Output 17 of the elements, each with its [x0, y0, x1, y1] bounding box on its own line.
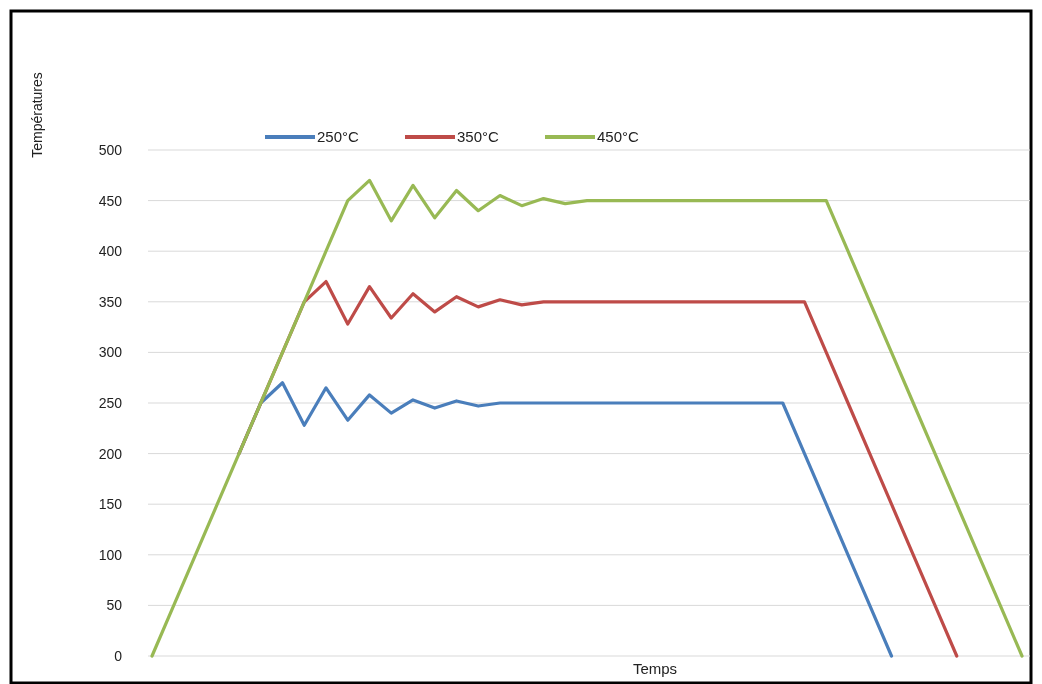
legend-label: 250°C — [317, 128, 360, 146]
y-tick-label: 300 — [98, 344, 123, 361]
y-tick-label: 350 — [98, 293, 123, 310]
y-tick-label: 500 — [98, 141, 123, 158]
y-tick-label: 50 — [106, 597, 123, 614]
y-tick-label: 400 — [98, 243, 123, 260]
y-tick-label: 150 — [98, 496, 123, 513]
y-tick-label: 250 — [98, 394, 123, 411]
legend-label: 450°C — [597, 128, 640, 146]
y-axis-title: Températures — [29, 72, 45, 158]
legend-label: 350°C — [457, 128, 500, 146]
y-tick-label: 200 — [98, 445, 123, 462]
y-tick-label: 100 — [98, 546, 123, 563]
y-tick-label: 450 — [98, 192, 123, 209]
line-series — [150, 178, 1024, 658]
x-axis-title: Temps — [632, 660, 678, 677]
y-tick-label: 0 — [114, 647, 123, 664]
